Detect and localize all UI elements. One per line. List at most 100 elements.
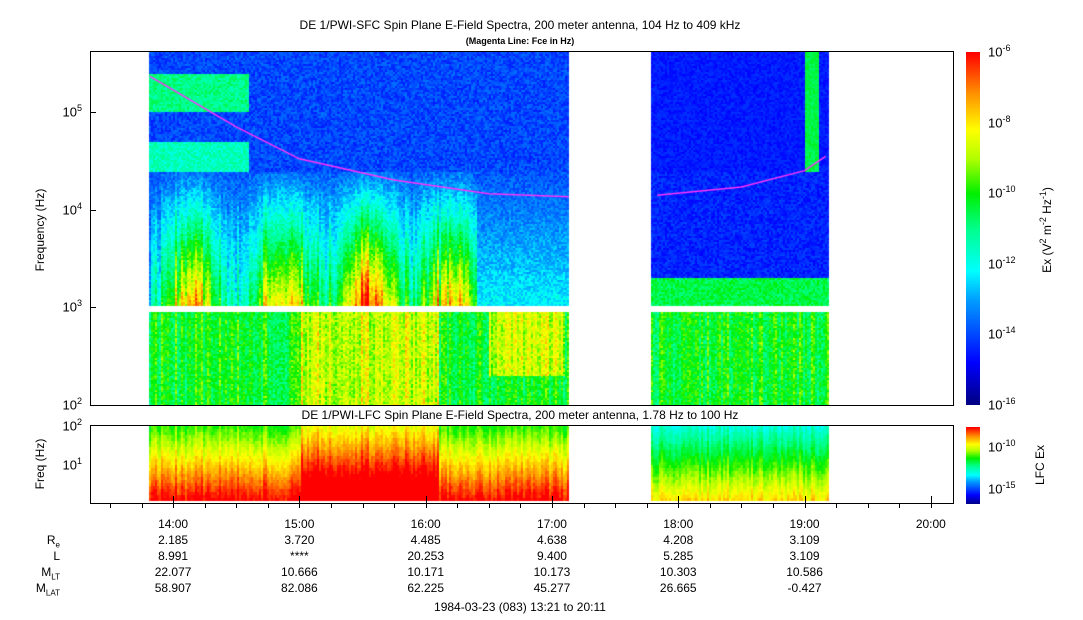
- xtick-minor: [362, 504, 364, 508]
- xtick-minor: [678, 504, 680, 508]
- lfc-colorbar-label: LFC Ex: [1033, 444, 1047, 486]
- ephemeris-value: 22.077: [154, 565, 192, 579]
- ephemeris-value: 4.485: [410, 533, 441, 547]
- sfc-colorbar-tick: 10-6: [988, 43, 1011, 60]
- sfc-plot-frame: [90, 51, 954, 406]
- ephemeris-value: 3.720: [284, 533, 315, 547]
- sfc-ytick-label: 102: [62, 396, 82, 413]
- ephemeris-value: 20.253: [407, 549, 445, 563]
- xtick-mark: [173, 496, 175, 504]
- sfc-ytick-mark: [90, 307, 96, 309]
- xtick-label: 14:00: [158, 517, 189, 531]
- xtick-minor: [646, 504, 648, 508]
- xtick-minor: [930, 504, 932, 508]
- sfc-ytick-mark: [90, 405, 96, 406]
- ephemeris-value: 9.400: [536, 549, 567, 563]
- sfc-ytick-mark: [90, 209, 96, 211]
- lfc-ytick-label: 101: [62, 455, 82, 472]
- xtick-minor: [204, 504, 206, 508]
- sfc-subtitle: (Magenta Line: Fce in Hz): [465, 36, 575, 46]
- xtick-minor: [615, 504, 617, 508]
- xtick-minor: [772, 504, 774, 508]
- lfc-spectrogram: [91, 426, 954, 503]
- ephemeris-value: ****: [290, 549, 309, 563]
- xtick-minor: [394, 504, 396, 508]
- ephemeris-value: 10.303: [659, 565, 697, 579]
- ephemeris-value: 8.991: [158, 549, 189, 563]
- ephemeris-value: 26.665: [659, 581, 697, 595]
- xtick-minor: [709, 504, 711, 508]
- ephemeris-row-label: Re: [46, 533, 60, 550]
- xtick-minor: [173, 504, 175, 508]
- xtick-minor: [836, 504, 838, 508]
- sfc-colorbar-tick: 10-12: [988, 254, 1016, 272]
- ephemeris-value: 3.109: [789, 549, 820, 563]
- ephemeris-row-label: MLAT: [35, 581, 60, 598]
- lfc-ytick-label: 102: [62, 417, 82, 434]
- ephemeris-value: 2.185: [158, 533, 189, 547]
- sfc-colorbar-tick: 10-16: [988, 396, 1016, 413]
- xtick-label: 19:00: [789, 517, 820, 531]
- ephemeris-value: 10.171: [407, 565, 445, 579]
- ephemeris-value: 82.086: [281, 581, 318, 595]
- xtick-minor: [457, 504, 459, 508]
- xtick-mark: [930, 496, 932, 504]
- xtick-label: 16:00: [410, 517, 441, 531]
- date-range-footer: 1984-03-23 (083) 13:21 to 20:11: [434, 600, 606, 614]
- xtick-label: 15:00: [284, 517, 315, 531]
- ephemeris-value: 58.907: [154, 581, 192, 595]
- lfc-colorbar: [966, 427, 980, 504]
- ephemeris-value: 10.666: [281, 565, 318, 579]
- sfc-colorbar-tick: 10-10: [988, 184, 1016, 201]
- xtick-minor: [330, 504, 332, 508]
- sfc-colorbar-tick: 10-14: [988, 325, 1016, 342]
- sfc-spectrogram: [91, 52, 954, 405]
- xtick-minor: [804, 504, 806, 508]
- ephemeris-value: 4.638: [536, 533, 567, 547]
- xtick-minor: [741, 504, 743, 508]
- sfc-ytick-label: 105: [62, 102, 82, 120]
- xtick-mark: [678, 496, 680, 504]
- ephemeris-value: -0.427: [787, 581, 822, 595]
- lfc-title: DE 1/PWI-LFC Spin Plane E-Field Spectra,…: [301, 408, 739, 422]
- ephemeris-value: 45.277: [533, 581, 571, 595]
- xtick-minor: [488, 504, 490, 508]
- sfc-ytick-label: 104: [62, 200, 82, 217]
- lfc-colorbar-tick: 10-10: [988, 438, 1016, 455]
- ephemeris-value: 62.225: [407, 581, 445, 595]
- sfc-colorbar: [966, 52, 980, 405]
- xtick-mark: [551, 496, 553, 504]
- xtick-minor: [141, 504, 143, 508]
- ephemeris-value: 4.208: [663, 533, 694, 547]
- xtick-minor: [109, 504, 111, 508]
- sfc-colorbar-label: Ex (V2 m-2 Hz-1): [1038, 187, 1054, 273]
- xtick-minor: [425, 504, 427, 508]
- ephemeris-value: 10.173: [533, 565, 571, 579]
- xtick-label: 17:00: [536, 517, 567, 531]
- xtick-mark: [299, 496, 301, 504]
- xtick-mark: [425, 496, 427, 504]
- ephemeris-value: 3.109: [789, 533, 820, 547]
- xtick-mark: [804, 496, 806, 504]
- lfc-plot-frame: [90, 425, 954, 504]
- xtick-minor: [899, 504, 901, 508]
- xtick-minor: [236, 504, 238, 508]
- ephemeris-value: 10.586: [786, 565, 823, 579]
- xtick-minor: [551, 504, 553, 508]
- lfc-colorbar-tick: 10-15: [988, 480, 1016, 497]
- ephemeris-value: 5.285: [663, 549, 694, 563]
- xtick-label: 18:00: [663, 517, 694, 531]
- xtick-minor: [867, 504, 869, 508]
- sfc-title: DE 1/PWI-SFC Spin Plane E-Field Spectra,…: [299, 18, 741, 32]
- ephemeris-row-label: L: [53, 549, 60, 563]
- sfc-ytick-mark: [90, 111, 96, 113]
- xtick-minor: [520, 504, 522, 508]
- sfc-ytick-label: 103: [62, 298, 82, 315]
- ephemeris-row-label: MLT: [41, 565, 60, 582]
- xtick-minor: [299, 504, 301, 508]
- xtick-minor: [267, 504, 269, 508]
- xtick-minor: [583, 504, 585, 508]
- xtick-label: 20:00: [915, 517, 946, 531]
- sfc-colorbar-tick: 10-8: [988, 113, 1011, 130]
